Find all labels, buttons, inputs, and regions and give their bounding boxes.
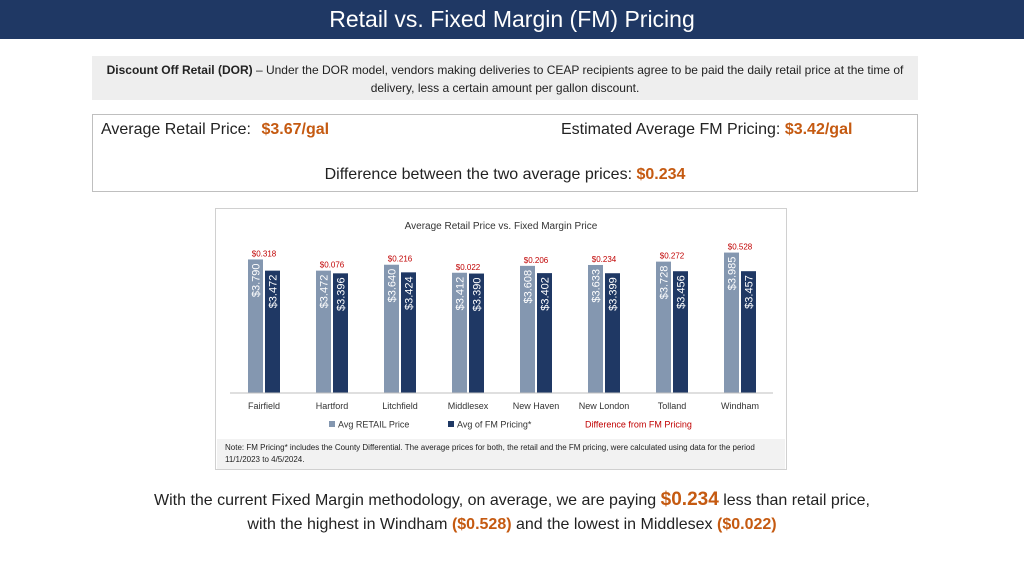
category-label: Hartford [316, 401, 349, 411]
chart-title: Average Retail Price vs. Fixed Margin Pr… [405, 221, 598, 232]
bar-retail [316, 270, 331, 393]
bar-value-label-retail: $3.790 [251, 263, 263, 297]
conclusion-line-2: with the highest in Windham ($0.528) and… [40, 513, 984, 537]
category-label: New Haven [513, 401, 560, 411]
bar-retail [656, 261, 671, 393]
difference-value: $0.234 [636, 166, 686, 183]
avg-retail-label: Average Retail Price: [101, 121, 251, 138]
chart-panel: Average Retail Price vs. Fixed Margin Pr… [215, 208, 787, 470]
bar-fm [673, 271, 688, 393]
avg-fm-value: $3.42/gal [784, 121, 853, 138]
conclusion: With the current Fixed Margin methodolog… [40, 488, 984, 537]
bar-value-label-retail: $3.472 [319, 275, 331, 309]
bar-value-label-retail: $3.608 [523, 270, 535, 304]
difference-label: $0.528 [728, 243, 753, 252]
difference-line: Difference between the two average price… [93, 166, 917, 184]
conclusion-text-2b: and the lowest in Middlesex [511, 516, 717, 533]
category-label: Windham [721, 401, 759, 411]
conclusion-lowest: ($0.022) [717, 516, 777, 533]
bar-retail [384, 264, 399, 393]
bar-fm [537, 273, 552, 393]
bars-layer: $3.790 $3.472 $0.318 Fairfield $3.472 $3.396 $… [248, 243, 759, 411]
bar-fm [605, 273, 620, 393]
bar-retail [520, 265, 535, 393]
legend-label: Difference from FM Pricing [585, 420, 692, 430]
bar-value-label-retail: $3.985 [727, 257, 739, 291]
difference-label: $0.022 [456, 263, 481, 272]
bar-value-label-fm: $3.402 [540, 277, 552, 311]
difference-label: $0.216 [388, 255, 413, 264]
category-label: New London [579, 401, 630, 411]
chart-legend: Avg RETAIL Price Avg of FM Pricing* Differ… [329, 420, 692, 430]
bar-value-label-fm: $3.399 [608, 277, 620, 311]
legend-label: Avg RETAIL Price [338, 420, 409, 430]
category-label: Tolland [658, 401, 687, 411]
difference-label: $0.076 [320, 261, 345, 270]
conclusion-highest: ($0.528) [451, 516, 512, 533]
avg-fm-line: Estimated Average FM Pricing: $3.42/gal [561, 121, 852, 139]
difference-label: $0.206 [524, 256, 549, 265]
conclusion-line-1: With the current Fixed Margin methodolog… [40, 488, 984, 513]
bar-retail [248, 259, 263, 393]
legend-swatch [329, 421, 335, 427]
category-label: Fairfield [248, 401, 280, 411]
bar-value-label-fm: $3.457 [744, 275, 756, 309]
conclusion-text-1b: less than retail price, [718, 492, 870, 509]
bar-retail [724, 252, 739, 393]
bar-value-label-fm: $3.390 [472, 278, 484, 312]
difference-label: Difference between the two average price… [324, 166, 633, 183]
retail-vs-fm-chart: Average Retail Price vs. Fixed Margin Pr… [230, 221, 773, 430]
category-label: Middlesex [448, 401, 489, 411]
conclusion-text-2a: with the highest in Windham [247, 516, 452, 533]
bar-value-label-fm: $3.424 [404, 276, 416, 310]
conclusion-average-difference: $0.234 [660, 489, 719, 510]
bar-fm [401, 272, 416, 393]
legend-label: Avg of FM Pricing* [457, 420, 532, 430]
slide-title: Retail vs. Fixed Margin (FM) Pricing [329, 6, 695, 32]
category-label: Litchfield [382, 401, 418, 411]
bar-value-label-retail: $3.633 [591, 269, 603, 303]
title-bar: Retail vs. Fixed Margin (FM) Pricing [0, 0, 1024, 39]
bar-retail [452, 272, 467, 393]
bar-value-label-fm: $3.456 [676, 275, 688, 309]
definition-box: Discount Off Retail (DOR) – Under the DO… [92, 56, 918, 100]
bar-fm [741, 271, 756, 393]
legend-swatch [448, 421, 454, 427]
average-price-box: Average Retail Price: $3.67/gal Estimate… [92, 114, 918, 192]
definition-text: – Under the DOR model, vendors making de… [252, 63, 904, 95]
bar-fm [469, 273, 484, 393]
bar-value-label-retail: $3.412 [455, 277, 467, 311]
avg-retail-value: $3.67/gal [261, 121, 330, 138]
bar-retail [588, 264, 603, 393]
conclusion-text-1a: With the current Fixed Margin methodolog… [154, 492, 661, 509]
avg-retail-line: Average Retail Price: $3.67/gal [101, 121, 329, 139]
bar-value-label-retail: $3.640 [387, 269, 399, 303]
bar-value-label-fm: $3.396 [336, 277, 348, 311]
definition-term: Discount Off Retail (DOR) [106, 63, 253, 77]
bar-fm [333, 273, 348, 393]
bar-fm [265, 270, 280, 393]
chart-note: Note: FM Pricing* includes the County Di… [217, 439, 785, 469]
difference-label: $0.272 [660, 252, 685, 261]
bar-value-label-retail: $3.728 [659, 266, 671, 300]
difference-label: $0.318 [252, 249, 277, 258]
difference-label: $0.234 [592, 255, 617, 264]
avg-fm-label: Estimated Average FM Pricing: [561, 121, 781, 138]
bar-value-label-fm: $3.472 [268, 275, 280, 309]
